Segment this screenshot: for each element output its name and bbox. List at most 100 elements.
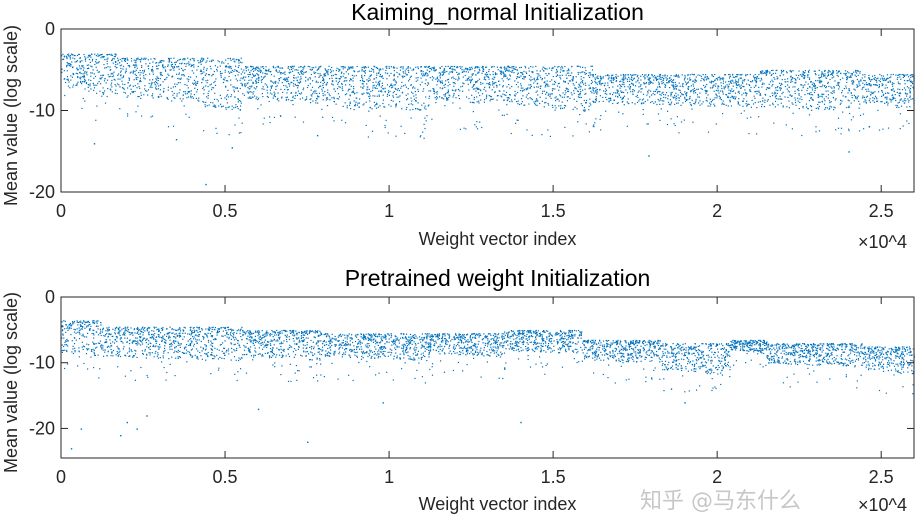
data-point xyxy=(435,91,437,93)
data-point xyxy=(622,113,624,115)
data-point xyxy=(66,66,68,68)
data-point xyxy=(204,106,206,108)
data-point xyxy=(280,97,283,99)
data-point xyxy=(623,104,625,106)
data-point xyxy=(623,82,625,84)
data-point xyxy=(331,97,333,99)
data-point xyxy=(885,101,888,103)
data-point xyxy=(392,95,394,97)
data-point xyxy=(300,70,302,72)
data-point xyxy=(778,82,781,84)
data-point xyxy=(352,77,354,79)
data-point xyxy=(366,83,368,85)
data-point xyxy=(365,67,367,69)
data-point xyxy=(486,94,488,96)
data-point xyxy=(844,73,846,75)
data-point xyxy=(651,101,653,103)
data-point xyxy=(193,79,196,81)
data-point xyxy=(177,349,179,351)
data-point xyxy=(258,97,260,99)
data-point xyxy=(64,328,66,330)
data-point xyxy=(674,86,677,88)
data-point xyxy=(225,65,227,67)
data-point xyxy=(438,79,440,81)
data-point xyxy=(457,74,459,76)
data-point xyxy=(186,97,188,99)
data-point xyxy=(361,66,363,69)
data-point xyxy=(879,73,881,76)
data-point xyxy=(240,73,242,75)
data-point xyxy=(378,70,380,72)
data-point xyxy=(252,81,254,83)
data-point xyxy=(193,72,195,74)
data-point xyxy=(266,95,268,98)
data-point xyxy=(626,92,629,94)
data-point xyxy=(339,86,341,88)
data-point xyxy=(144,88,146,90)
data-point xyxy=(525,71,527,73)
data-point xyxy=(433,93,435,95)
data-point xyxy=(66,57,68,59)
data-point xyxy=(552,83,554,85)
data-point xyxy=(124,326,126,328)
data-point xyxy=(191,96,193,98)
data-point xyxy=(638,77,640,79)
data-point xyxy=(352,67,354,69)
data-point xyxy=(509,87,511,89)
data-point xyxy=(882,128,884,130)
data-point xyxy=(709,81,711,83)
data-point xyxy=(93,337,95,339)
data-point xyxy=(113,78,115,80)
data-point xyxy=(576,65,578,67)
data-point xyxy=(70,325,72,327)
data-point xyxy=(339,69,341,71)
data-point xyxy=(745,75,747,77)
data-point xyxy=(671,80,673,83)
data-point xyxy=(820,76,822,79)
data-point xyxy=(709,98,711,100)
data-point xyxy=(660,76,662,78)
x-axis-label: Weight vector index xyxy=(419,229,577,249)
data-point xyxy=(336,88,339,90)
data-point xyxy=(443,94,445,96)
data-point xyxy=(442,74,444,76)
data-point xyxy=(157,68,159,70)
data-point xyxy=(142,70,144,72)
data-point xyxy=(347,90,349,92)
data-point xyxy=(761,100,764,102)
data-point xyxy=(381,85,384,87)
data-point xyxy=(337,83,339,85)
data-point xyxy=(419,109,421,111)
data-point xyxy=(240,82,242,84)
data-point xyxy=(404,75,406,78)
data-point xyxy=(880,75,883,77)
data-point xyxy=(775,94,777,96)
data-point xyxy=(862,74,864,76)
data-point xyxy=(804,75,806,77)
data-point xyxy=(252,66,254,68)
data-point xyxy=(126,96,128,98)
data-point xyxy=(798,94,800,96)
data-point xyxy=(104,349,106,351)
data-point xyxy=(452,70,454,72)
data-point xyxy=(392,92,394,94)
data-point xyxy=(79,60,81,62)
data-point xyxy=(158,96,160,98)
data-point xyxy=(794,99,797,101)
data-point xyxy=(647,78,649,80)
data-point xyxy=(66,76,68,78)
data-point xyxy=(95,119,97,121)
data-point xyxy=(225,327,227,329)
data-point xyxy=(535,101,537,103)
data-point xyxy=(302,73,304,76)
data-point xyxy=(366,86,368,88)
data-point xyxy=(560,78,562,80)
data-point xyxy=(218,349,220,351)
data-point xyxy=(85,82,88,84)
data-point xyxy=(155,88,157,90)
data-point xyxy=(478,71,480,73)
data-point xyxy=(514,95,516,97)
data-point xyxy=(61,325,63,327)
data-point xyxy=(595,87,597,89)
data-point xyxy=(839,79,841,81)
